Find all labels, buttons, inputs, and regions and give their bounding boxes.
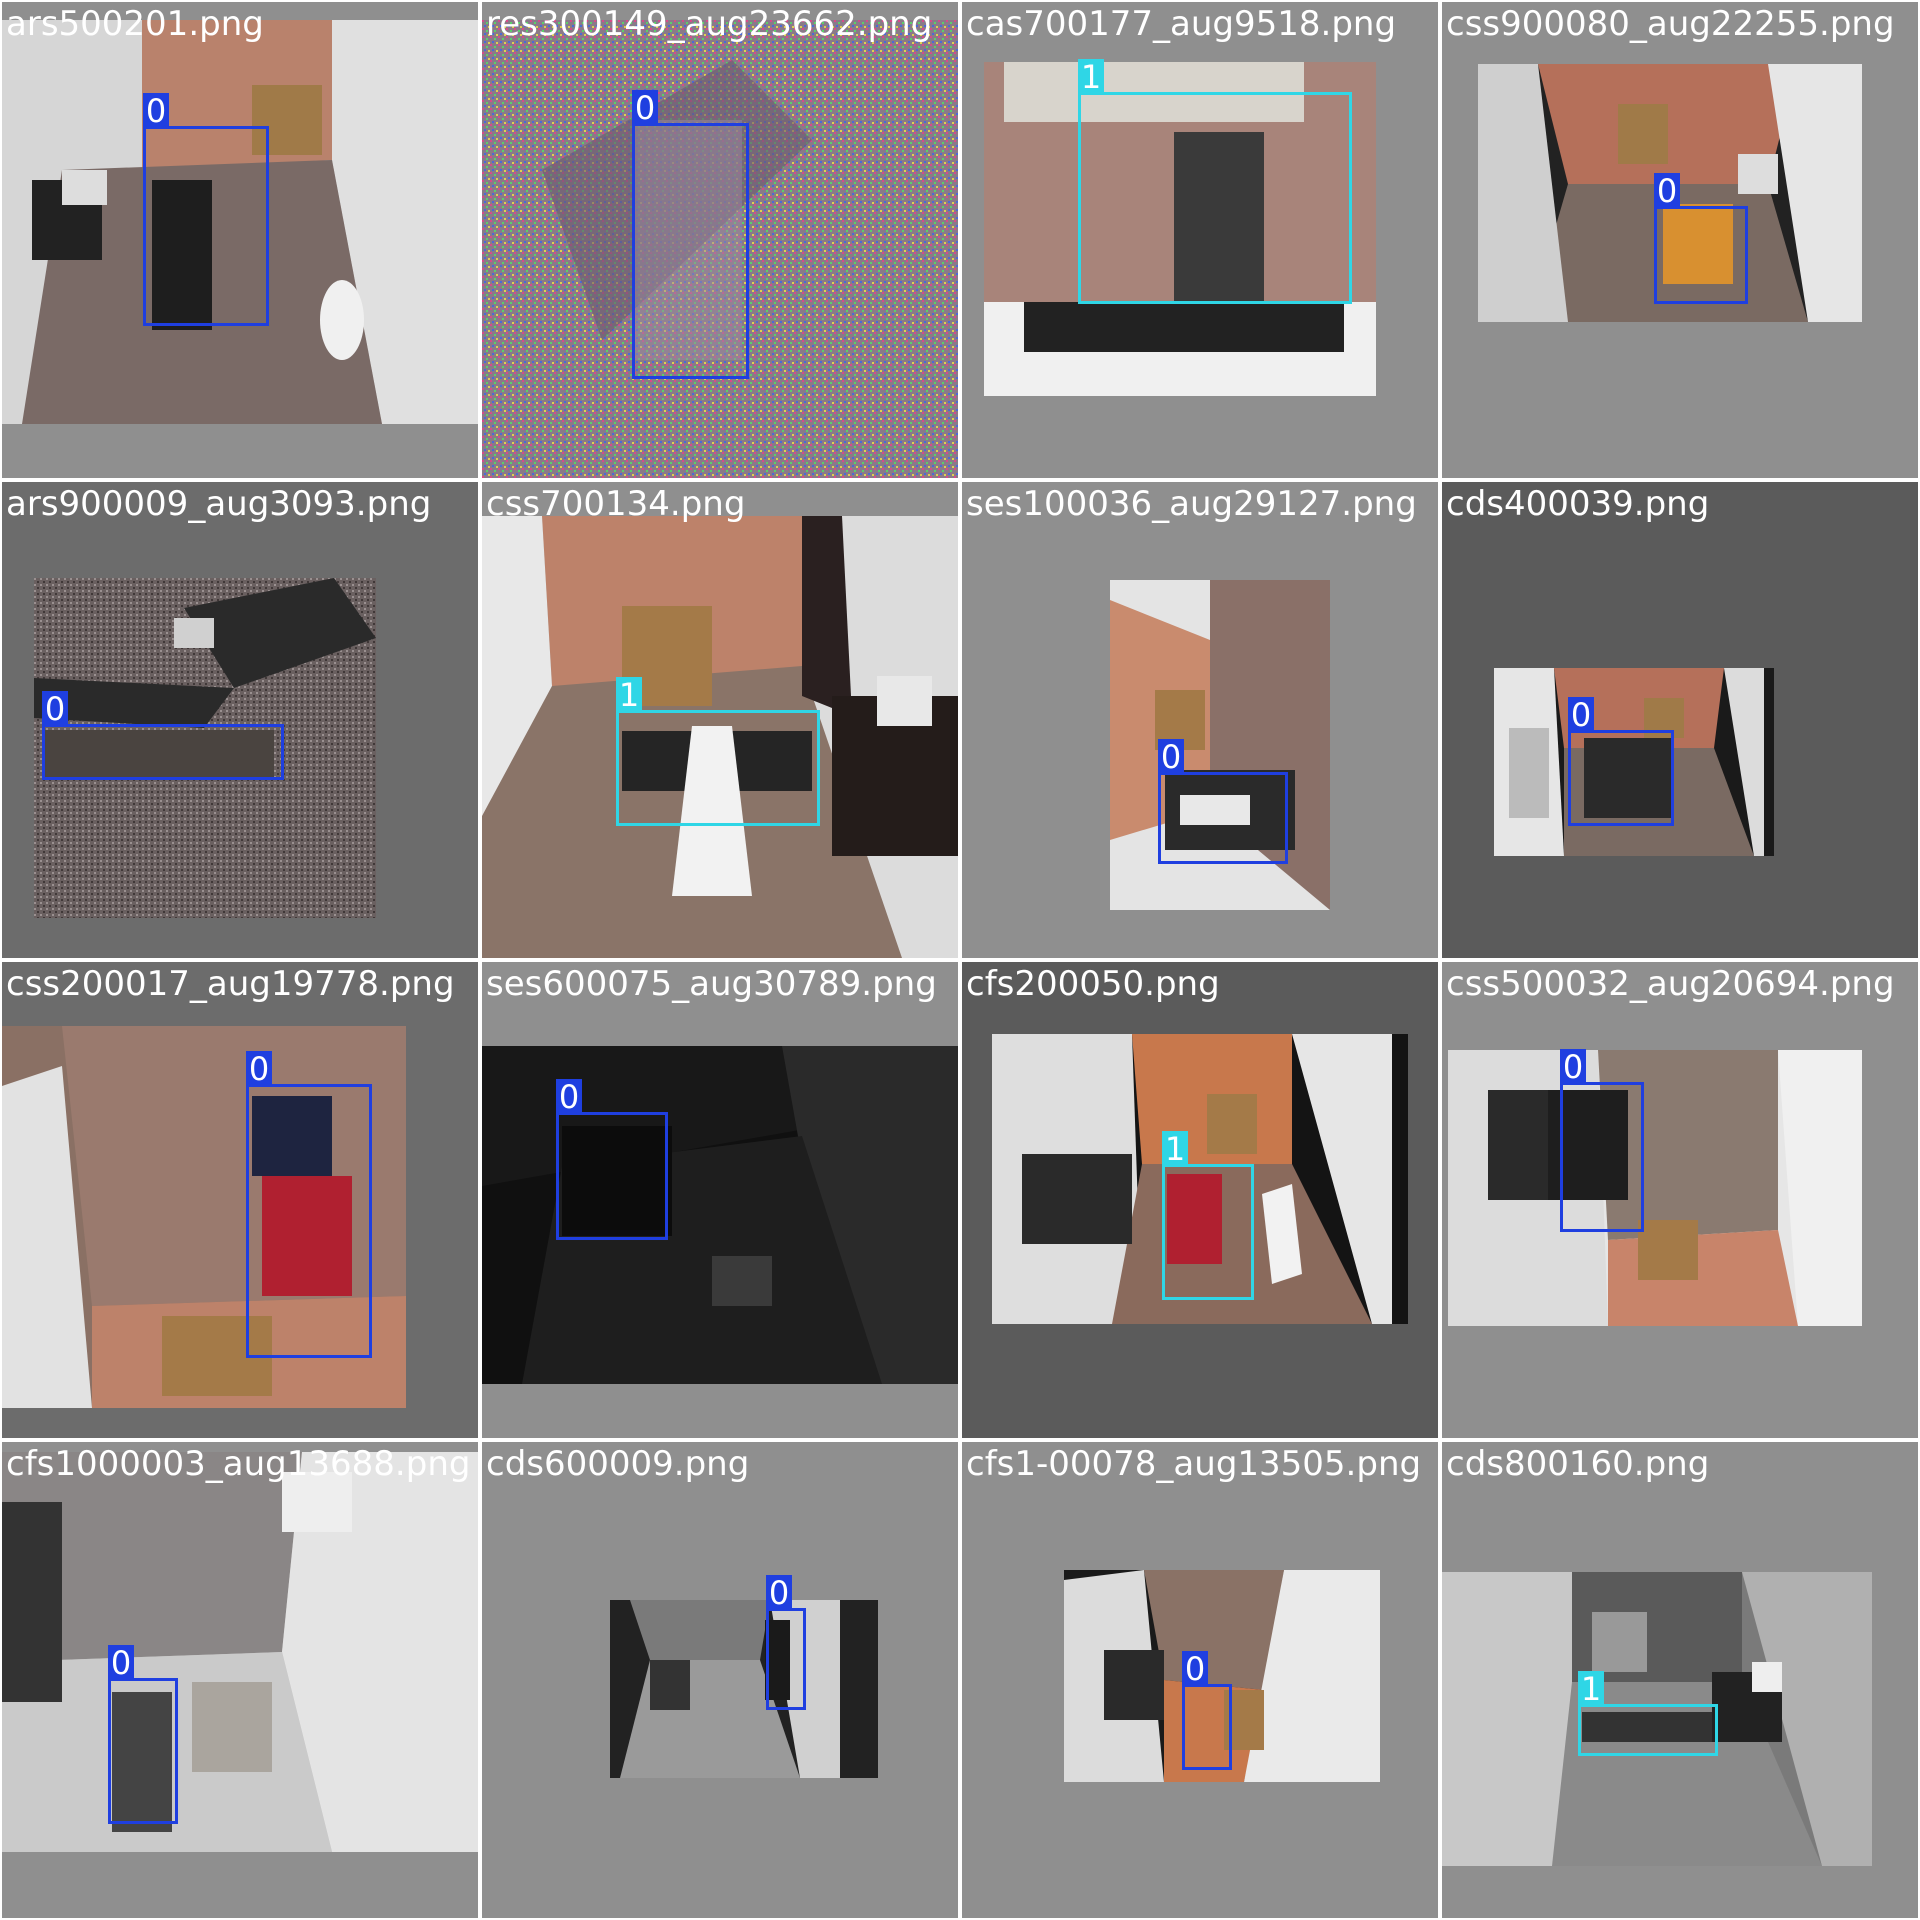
class-label: 0 (1568, 697, 1594, 733)
room-scene (1494, 668, 1774, 856)
class-label: 0 (766, 1575, 792, 1611)
class-label: 0 (556, 1079, 582, 1115)
noisy-scene (482, 20, 958, 478)
filename-label: cds600009.png (486, 1444, 750, 1484)
bounding-box: 1 (1078, 59, 1352, 304)
filename-label: res300149_aug23662.png (486, 4, 933, 44)
camera-frame (2, 1026, 406, 1408)
bounding-box: 0 (143, 93, 269, 326)
tile-8: cds400039.png 0 (1442, 482, 1918, 958)
filename-label: cfs1-00078_aug13505.png (966, 1444, 1422, 1484)
bounding-box: 0 (1158, 739, 1288, 864)
camera-frame (2, 1452, 478, 1852)
rotated-scene (1110, 580, 1330, 910)
filename-label: ars900009_aug3093.png (6, 484, 432, 524)
camera-frame (1448, 1050, 1862, 1326)
tile-13: cfs1000003_aug13688.png 0 (2, 1442, 478, 1918)
bounding-box: 0 (766, 1575, 806, 1710)
tile-7: ses100036_aug29127.png 0 (962, 482, 1438, 958)
camera-frame (1064, 1570, 1380, 1782)
grayscale-scene (610, 1600, 878, 1778)
camera-frame (482, 20, 958, 478)
room-scene (2, 20, 478, 424)
camera-frame (1442, 1572, 1872, 1866)
tile-5: ars900009_aug3093.png 0 (2, 482, 478, 958)
grayscale-scene (2, 1452, 478, 1852)
filename-label: css500032_aug20694.png (1446, 964, 1895, 1004)
tile-1: ars500201.png 0 (2, 2, 478, 478)
filename-label: css200017_aug19778.png (6, 964, 455, 1004)
filename-label: cas700177_aug9518.png (966, 4, 1397, 44)
bounding-box: 0 (1654, 173, 1748, 304)
bounding-box: 0 (556, 1079, 668, 1240)
filename-label: ses100036_aug29127.png (966, 484, 1417, 524)
tile-11: cfs200050.png 1 (962, 962, 1438, 1438)
camera-frame (34, 578, 376, 918)
filename-label: ses600075_aug30789.png (486, 964, 937, 1004)
rotated-scene (2, 1026, 406, 1408)
room-scene (482, 516, 958, 958)
filename-label: cds800160.png (1446, 1444, 1710, 1484)
bounding-box: 0 (108, 1645, 178, 1824)
tile-14: cds600009.png 0 (482, 1442, 958, 1918)
bounding-box: 0 (246, 1051, 372, 1358)
noisy-scene (34, 578, 376, 918)
bounding-box: 0 (1560, 1049, 1644, 1232)
tile-10: ses600075_aug30789.png 0 (482, 962, 958, 1438)
camera-frame (482, 1046, 958, 1384)
grayscale-scene (1442, 1572, 1872, 1866)
class-label: 0 (1158, 739, 1184, 775)
class-label: 0 (1560, 1049, 1586, 1085)
bounding-box: 1 (1162, 1131, 1254, 1300)
camera-frame (2, 20, 478, 424)
rotated-scene (984, 62, 1376, 396)
filename-label: ars500201.png (6, 4, 264, 44)
dark-scene (482, 1046, 958, 1384)
tile-12: css500032_aug20694.png 0 (1442, 962, 1918, 1438)
camera-frame (1110, 580, 1330, 910)
tile-6: css700134.png 1 (482, 482, 958, 958)
class-label: 0 (108, 1645, 134, 1681)
bounding-box: 0 (1182, 1651, 1232, 1770)
bounding-box: 0 (632, 90, 749, 379)
tile-9: css200017_aug19778.png 0 (2, 962, 478, 1438)
room-scene (992, 1034, 1408, 1324)
class-label: 1 (1162, 1131, 1188, 1167)
camera-frame (482, 516, 958, 958)
bounding-box: 1 (1578, 1671, 1718, 1756)
tile-15: cfs1-00078_aug13505.png 0 (962, 1442, 1438, 1918)
class-label: 0 (1654, 173, 1680, 209)
class-label: 1 (1578, 1671, 1604, 1707)
class-label: 1 (616, 677, 642, 713)
class-label: 1 (1078, 59, 1104, 95)
filename-label: css700134.png (486, 484, 746, 524)
class-label: 0 (143, 93, 169, 129)
tile-4: css900080_aug22255.png 0 (1442, 2, 1918, 478)
camera-frame (984, 62, 1376, 396)
rotated-scene (1448, 1050, 1862, 1326)
rotated-scene (1064, 1570, 1380, 1782)
class-label: 0 (632, 90, 658, 126)
camera-frame (992, 1034, 1408, 1324)
filename-label: cfs1000003_aug13688.png (6, 1444, 471, 1484)
class-label: 0 (1182, 1651, 1208, 1687)
tile-2: res300149_aug23662.png 0 (482, 2, 958, 478)
camera-frame (610, 1600, 878, 1778)
class-label: 0 (246, 1051, 272, 1087)
camera-frame (1494, 668, 1774, 856)
class-label: 0 (42, 691, 68, 727)
filename-label: cfs200050.png (966, 964, 1220, 1004)
bounding-box: 0 (1568, 697, 1674, 826)
bounding-box: 0 (42, 691, 284, 780)
tile-3: cas700177_aug9518.png 1 (962, 2, 1438, 478)
filename-label: cds400039.png (1446, 484, 1710, 524)
filename-label: css900080_aug22255.png (1446, 4, 1895, 44)
bounding-box: 1 (616, 677, 820, 826)
tile-16: cds800160.png 1 (1442, 1442, 1918, 1918)
